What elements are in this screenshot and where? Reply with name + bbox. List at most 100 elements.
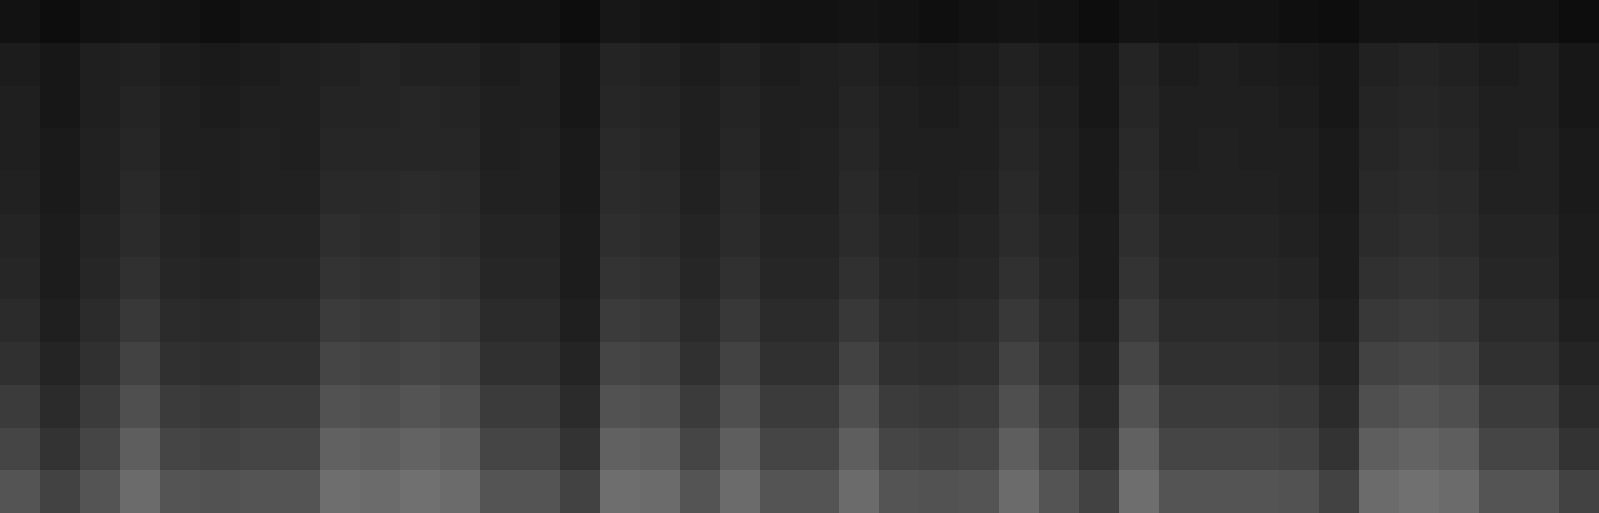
cell: [1559, 128, 1599, 171]
cell: [1319, 299, 1359, 342]
cell: [520, 128, 560, 171]
cell: [240, 470, 280, 513]
cell: [680, 428, 720, 471]
cell: [959, 214, 999, 257]
cell: [760, 299, 800, 342]
cell: [520, 0, 560, 43]
cell: [120, 428, 160, 471]
cell: [760, 86, 800, 129]
cell: [0, 43, 40, 86]
cell: [999, 86, 1039, 129]
cell: [600, 43, 640, 86]
cell: [1039, 299, 1079, 342]
cell: [520, 171, 560, 214]
cell: [720, 342, 760, 385]
cell: [360, 385, 400, 428]
cell: [1119, 128, 1159, 171]
cell: [40, 385, 80, 428]
cell: [839, 257, 879, 300]
cell: [1359, 43, 1399, 86]
cell: [999, 43, 1039, 86]
cell: [280, 171, 320, 214]
cell: [1479, 214, 1519, 257]
cell: [520, 342, 560, 385]
cell: [1199, 171, 1239, 214]
cell: [1479, 385, 1519, 428]
cell: [360, 86, 400, 129]
cell: [600, 171, 640, 214]
cell: [919, 86, 959, 129]
cell: [800, 257, 840, 300]
cell: [40, 299, 80, 342]
cell: [1559, 342, 1599, 385]
cell: [520, 86, 560, 129]
cell: [1119, 385, 1159, 428]
cell: [600, 470, 640, 513]
cell: [400, 171, 440, 214]
cell: [760, 171, 800, 214]
cell: [600, 128, 640, 171]
cell: [1359, 428, 1399, 471]
cell: [80, 428, 120, 471]
cell: [1239, 342, 1279, 385]
cell: [1239, 470, 1279, 513]
cell: [40, 257, 80, 300]
cell: [400, 299, 440, 342]
cell: [999, 257, 1039, 300]
cell: [1119, 86, 1159, 129]
cell: [160, 342, 200, 385]
cell: [1159, 299, 1199, 342]
background: [0, 0, 1599, 513]
cell: [1239, 214, 1279, 257]
cell: [680, 214, 720, 257]
cell: [760, 43, 800, 86]
cell: [959, 43, 999, 86]
cell: [1479, 86, 1519, 129]
cell: [240, 86, 280, 129]
cell: [0, 428, 40, 471]
cell: [760, 214, 800, 257]
cell: [1119, 428, 1159, 471]
cell: [320, 299, 360, 342]
cell: [959, 428, 999, 471]
cell: [1359, 342, 1399, 385]
cell: [1359, 470, 1399, 513]
cell: [1479, 171, 1519, 214]
cell: [120, 214, 160, 257]
cell: [919, 299, 959, 342]
cell: [1559, 214, 1599, 257]
cell: [120, 128, 160, 171]
cell: [1359, 86, 1399, 129]
cell: [1159, 428, 1199, 471]
cell: [360, 470, 400, 513]
cell: [800, 385, 840, 428]
cell: [1359, 299, 1399, 342]
cell: [160, 299, 200, 342]
cell: [1079, 470, 1119, 513]
cell: [480, 43, 520, 86]
cell: [1159, 257, 1199, 300]
cell: [1119, 171, 1159, 214]
cell: [400, 86, 440, 129]
cell: [120, 257, 160, 300]
cell: [240, 0, 280, 43]
cell: [600, 86, 640, 129]
cell: [1119, 43, 1159, 86]
cell: [1479, 43, 1519, 86]
cell: [999, 0, 1039, 43]
cell: [1079, 128, 1119, 171]
cell: [1399, 470, 1439, 513]
cell: [1479, 257, 1519, 300]
cell: [640, 428, 680, 471]
cell: [440, 128, 480, 171]
cell: [1079, 428, 1119, 471]
cell: [839, 43, 879, 86]
cell: [919, 342, 959, 385]
cell: [560, 86, 600, 129]
cell: [1519, 257, 1559, 300]
cell: [320, 385, 360, 428]
cell: [1439, 428, 1479, 471]
cell: [999, 342, 1039, 385]
cell: [400, 43, 440, 86]
cell: [520, 470, 560, 513]
